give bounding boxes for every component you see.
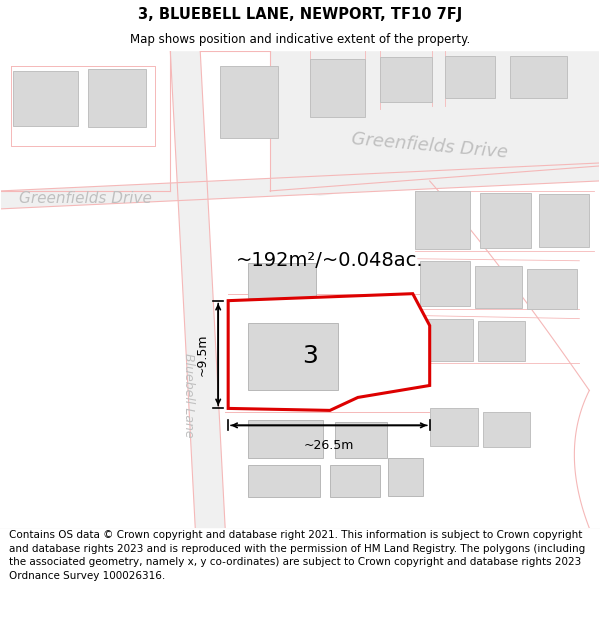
Polygon shape xyxy=(270,51,599,196)
Text: Bluebell Lane: Bluebell Lane xyxy=(182,353,195,437)
Bar xyxy=(220,66,278,138)
Polygon shape xyxy=(228,294,430,411)
Text: ~9.5m: ~9.5m xyxy=(195,333,208,376)
Text: Greenfields Drive: Greenfields Drive xyxy=(19,191,152,206)
Bar xyxy=(330,465,380,498)
Bar xyxy=(445,56,494,98)
Bar xyxy=(425,319,473,361)
Bar xyxy=(88,69,146,127)
Bar xyxy=(430,408,478,446)
Bar xyxy=(539,194,589,247)
Bar xyxy=(310,59,365,117)
Bar xyxy=(527,269,577,309)
Bar xyxy=(478,321,526,361)
Bar xyxy=(380,58,431,102)
Text: Contains OS data © Crown copyright and database right 2021. This information is : Contains OS data © Crown copyright and d… xyxy=(9,530,585,581)
Polygon shape xyxy=(170,51,225,528)
Text: ~26.5m: ~26.5m xyxy=(304,439,354,452)
Text: 3: 3 xyxy=(302,344,318,367)
Bar xyxy=(482,412,530,447)
Bar xyxy=(248,465,320,498)
Bar xyxy=(248,262,316,298)
Polygon shape xyxy=(1,163,599,209)
Bar xyxy=(335,422,387,458)
Bar xyxy=(475,266,523,308)
Bar xyxy=(388,458,423,496)
Bar xyxy=(248,322,338,391)
Bar xyxy=(415,191,470,249)
Bar xyxy=(420,261,470,306)
Bar xyxy=(248,421,323,458)
Bar xyxy=(509,56,568,98)
Bar xyxy=(13,71,77,126)
Text: 3, BLUEBELL LANE, NEWPORT, TF10 7FJ: 3, BLUEBELL LANE, NEWPORT, TF10 7FJ xyxy=(138,7,462,22)
Bar xyxy=(479,193,532,248)
Text: ~192m²/~0.048ac.: ~192m²/~0.048ac. xyxy=(236,251,424,270)
Text: Greenfields Drive: Greenfields Drive xyxy=(351,130,509,162)
Text: Map shows position and indicative extent of the property.: Map shows position and indicative extent… xyxy=(130,34,470,46)
